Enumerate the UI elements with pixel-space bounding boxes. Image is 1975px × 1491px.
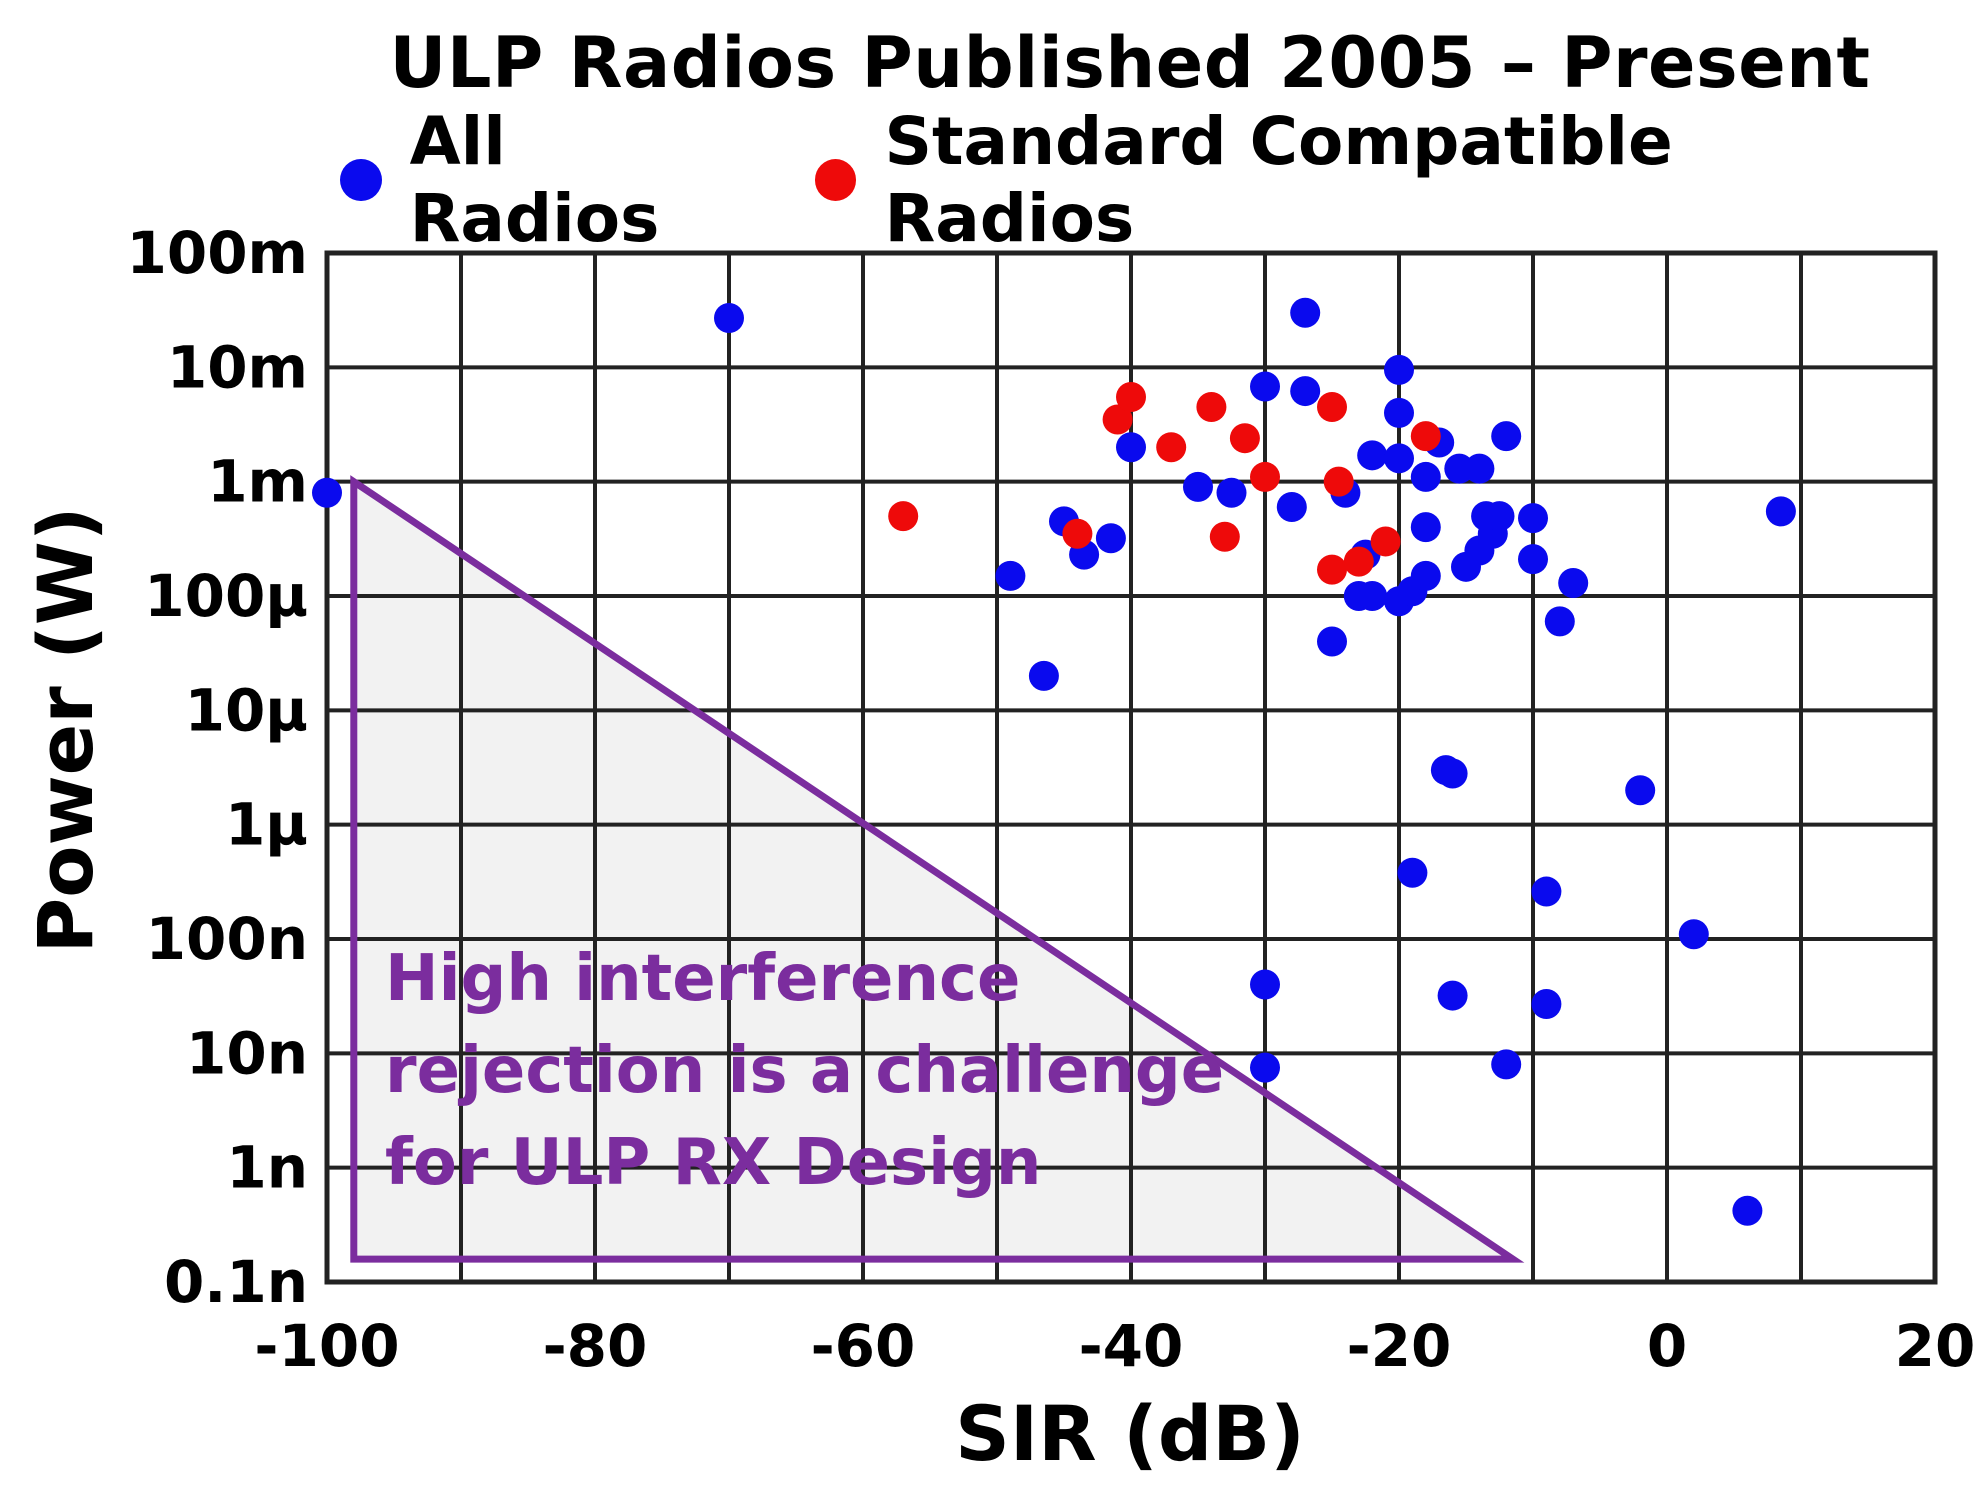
- y-tick-label: 10µ: [185, 676, 308, 744]
- legend-marker-standard-compatible: [814, 159, 857, 201]
- data-point-all-radios: [1464, 453, 1495, 484]
- annotation-text-line: rejection is a challenge: [385, 1034, 1224, 1108]
- data-point-all-radios: [1290, 376, 1321, 407]
- data-point-standard-compatible: [1062, 518, 1093, 549]
- data-point-standard-compatible: [1116, 382, 1146, 413]
- annotation-text-line: High interference: [385, 942, 1020, 1016]
- data-point-all-radios: [1357, 440, 1388, 471]
- data-point-all-radios: [1437, 980, 1468, 1011]
- legend-entry-standard-compatible: Standard Compatible Radios: [814, 103, 1935, 257]
- chart-title: ULP Radios Published 2005 – Present: [389, 22, 1871, 104]
- data-point-all-radios: [1216, 477, 1247, 508]
- data-point-all-radios: [1317, 626, 1347, 657]
- data-point-standard-compatible: [1410, 421, 1441, 452]
- y-tick-label: 1m: [207, 448, 308, 516]
- x-tick-label: -20: [1347, 1312, 1452, 1380]
- x-axis-label: SIR (dB): [955, 1389, 1305, 1478]
- data-point-all-radios: [1410, 560, 1441, 591]
- data-point-all-radios: [1250, 1052, 1280, 1083]
- data-point-standard-compatible: [1370, 526, 1401, 557]
- data-point-all-radios: [1357, 581, 1388, 611]
- data-point-standard-compatible: [1250, 461, 1280, 492]
- data-point-standard-compatible: [1102, 404, 1133, 435]
- legend-entry-all-radios: All Radios: [340, 103, 775, 257]
- legend-label-all-radios: All Radios: [409, 103, 660, 257]
- legend-marker-all-radios: [340, 159, 382, 201]
- data-point-all-radios: [1491, 421, 1522, 452]
- data-point-standard-compatible: [1343, 546, 1374, 577]
- y-tick-label: 10n: [186, 1019, 308, 1087]
- data-point-standard-compatible: [1323, 466, 1354, 497]
- data-point-all-radios: [1732, 1195, 1763, 1226]
- data-point-standard-compatible: [1229, 423, 1260, 454]
- chart-legend: All Radios Standard Compatible Radios: [340, 103, 1975, 257]
- data-point-all-radios: [995, 560, 1026, 591]
- data-point-all-radios: [1484, 501, 1515, 532]
- data-point-standard-compatible: [1317, 554, 1347, 585]
- y-tick-label: 0.1n: [164, 1248, 308, 1316]
- data-point-all-radios: [1250, 371, 1280, 402]
- x-tick-label: 0: [1647, 1312, 1687, 1380]
- data-point-all-radios: [1116, 432, 1146, 463]
- x-tick-label: -80: [543, 1312, 648, 1380]
- y-tick-label: 10m: [167, 333, 308, 401]
- y-tick-label: 100n: [146, 905, 308, 973]
- x-tick-label: 20: [1895, 1312, 1975, 1380]
- data-point-standard-compatible: [1196, 391, 1227, 422]
- legend-label-standard-compatible: Standard Compatible Radios: [884, 103, 1673, 257]
- y-tick-label: 1n: [226, 1134, 308, 1202]
- data-point-all-radios: [1765, 496, 1796, 527]
- data-point-all-radios: [1558, 567, 1589, 598]
- y-tick-label: 100m: [126, 219, 308, 287]
- data-point-all-radios: [1437, 758, 1468, 789]
- data-point-standard-compatible: [1317, 391, 1347, 422]
- data-point-all-radios: [1250, 969, 1280, 1000]
- plot-border: [324, 250, 1938, 1285]
- data-point-all-radios: [1384, 354, 1414, 385]
- data-point-all-radios: [1410, 461, 1441, 492]
- data-point-all-radios: [312, 477, 342, 508]
- data-point-all-radios: [1531, 876, 1562, 907]
- data-point-all-radios: [1384, 397, 1414, 428]
- data-point-all-radios: [1028, 660, 1059, 691]
- data-point-all-radios: [1397, 857, 1428, 888]
- y-tick-label: 1µ: [225, 791, 308, 859]
- data-point-all-radios: [1183, 471, 1213, 502]
- data-point-all-radios: [1384, 443, 1414, 474]
- data-point-all-radios: [1678, 919, 1709, 950]
- y-tick-label: 100µ: [144, 562, 308, 630]
- data-point-all-radios: [1625, 775, 1656, 806]
- data-point-all-radios: [1095, 523, 1126, 554]
- x-tick-label: -40: [1079, 1312, 1184, 1380]
- data-point-all-radios: [1491, 1049, 1522, 1080]
- data-point-standard-compatible: [1156, 432, 1187, 463]
- data-point-all-radios: [1544, 606, 1575, 637]
- data-point-all-radios: [1276, 492, 1307, 523]
- data-point-all-radios: [1518, 503, 1548, 534]
- data-point-all-radios: [714, 303, 744, 334]
- y-axis-label: Power (W): [21, 507, 110, 954]
- annotation-text-line: for ULP RX Design: [385, 1126, 1041, 1200]
- annotation-triangle: [350, 475, 1525, 1263]
- data-point-all-radios: [1531, 989, 1562, 1020]
- x-tick-label: -60: [811, 1312, 916, 1380]
- data-point-all-radios: [1410, 512, 1441, 543]
- data-point-all-radios: [1290, 297, 1321, 328]
- data-point-standard-compatible: [1209, 521, 1240, 552]
- data-point-standard-compatible: [888, 501, 919, 532]
- data-point-all-radios: [1518, 544, 1548, 575]
- x-tick-label: -100: [254, 1312, 399, 1380]
